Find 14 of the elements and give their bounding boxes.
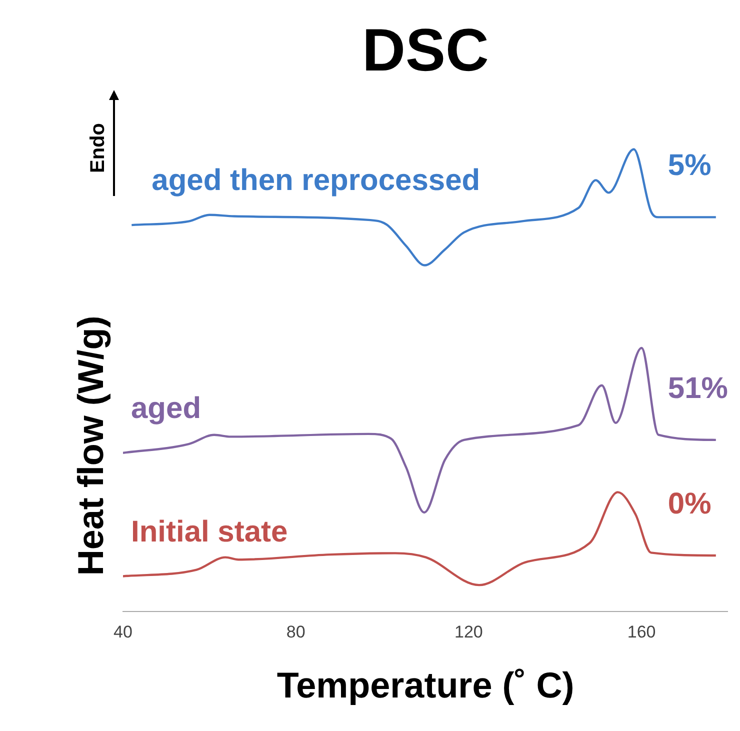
x-tick-label: 120 bbox=[454, 622, 483, 642]
annotation: 5% bbox=[668, 149, 712, 182]
x-axis-title: Temperature (˚ C) bbox=[276, 664, 574, 706]
series-label: aged bbox=[131, 392, 202, 425]
annotation: 0% bbox=[668, 487, 712, 520]
chart-title: DSC bbox=[362, 16, 489, 84]
series-label: Initial state bbox=[131, 515, 288, 548]
text: Endo bbox=[87, 123, 109, 173]
x-tick-label: 80 bbox=[286, 622, 306, 642]
annotation: 51% bbox=[668, 372, 728, 405]
x-tick-label: 160 bbox=[627, 622, 656, 642]
series-label: aged then reprocessed bbox=[152, 164, 480, 198]
x-tick-label: 40 bbox=[114, 622, 132, 642]
y-axis-title: Heat flow (W/g) bbox=[70, 316, 111, 576]
